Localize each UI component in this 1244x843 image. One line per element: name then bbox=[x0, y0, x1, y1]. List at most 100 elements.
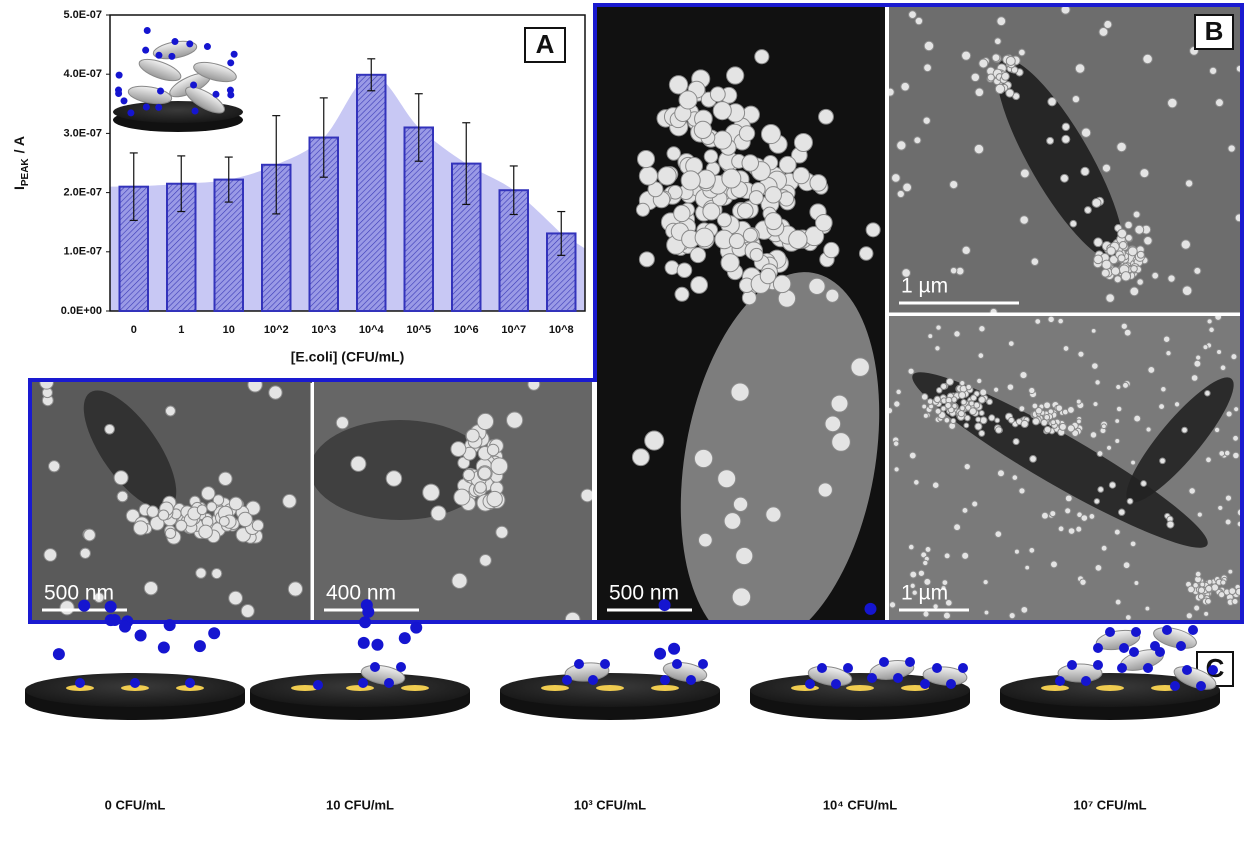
nanoparticle bbox=[199, 525, 213, 539]
nanoparticle bbox=[742, 291, 756, 305]
nanoparticle bbox=[984, 610, 989, 615]
nanoparticle bbox=[995, 531, 1002, 538]
nanoparticle bbox=[994, 38, 1001, 45]
nanoparticle bbox=[910, 571, 917, 578]
nanoparticle bbox=[1070, 220, 1077, 227]
nanoparticle bbox=[809, 278, 825, 294]
nanoparticle bbox=[1118, 255, 1125, 262]
nanoparticle bbox=[894, 467, 899, 472]
nanoparticle bbox=[130, 678, 140, 688]
nanoparticle bbox=[960, 380, 965, 385]
nanoparticle bbox=[80, 548, 90, 558]
nanoparticle bbox=[1007, 384, 1014, 391]
nanoparticle bbox=[144, 27, 151, 34]
nanoparticle bbox=[1168, 98, 1178, 108]
nanoparticle bbox=[1042, 512, 1049, 519]
nanoparticle bbox=[241, 604, 254, 617]
nanoparticle bbox=[739, 126, 754, 141]
nanoparticle bbox=[971, 73, 979, 81]
nanoparticle bbox=[454, 489, 470, 505]
nanoparticle bbox=[1203, 345, 1208, 350]
nanoparticle bbox=[908, 544, 914, 550]
nanoparticle bbox=[1214, 427, 1219, 432]
nanoparticle bbox=[1128, 247, 1137, 256]
nanoparticle bbox=[1163, 336, 1169, 342]
nanoparticle bbox=[879, 657, 889, 667]
nanoparticle bbox=[1234, 407, 1239, 412]
nanoparticle bbox=[478, 467, 491, 480]
nanoparticle bbox=[1143, 663, 1153, 673]
nanoparticle bbox=[727, 67, 744, 84]
nanoparticle bbox=[1102, 164, 1110, 172]
nanoparticle bbox=[1152, 272, 1159, 279]
nanoparticle bbox=[371, 639, 383, 651]
y-tick-label: 1.0E-07 bbox=[63, 246, 102, 258]
nanoparticle bbox=[1166, 351, 1171, 356]
nanoparticle bbox=[736, 547, 753, 564]
chart-a: 0.0E+001.0E-072.0E-073.0E-074.0E-075.0E-… bbox=[0, 0, 593, 378]
nanoparticle bbox=[1025, 565, 1030, 570]
nanoparticle bbox=[109, 614, 121, 626]
nanoparticle bbox=[909, 452, 916, 459]
nanoparticle bbox=[507, 412, 523, 428]
nanoparticle bbox=[1134, 415, 1141, 422]
scale-label: 500 nm bbox=[44, 582, 114, 605]
nanoparticle bbox=[1205, 390, 1211, 396]
nanoparticle bbox=[675, 287, 689, 301]
nanoparticle bbox=[1217, 349, 1222, 354]
y-tick-label: 3.0E-07 bbox=[63, 127, 102, 139]
nanoparticle bbox=[1204, 611, 1209, 616]
nanoparticle bbox=[84, 529, 96, 541]
nanoparticle bbox=[969, 408, 976, 415]
nanoparticle bbox=[979, 411, 984, 416]
nanoparticle bbox=[1168, 275, 1175, 282]
nanoparticle bbox=[1068, 407, 1075, 414]
nanoparticle bbox=[893, 441, 899, 447]
schematic-label: 0 CFU/mL bbox=[105, 797, 166, 812]
nanoparticle bbox=[889, 602, 895, 608]
nanoparticle bbox=[961, 400, 966, 405]
nanoparticle bbox=[1101, 269, 1109, 277]
nanoparticle bbox=[1092, 198, 1101, 207]
nanoparticle bbox=[1198, 594, 1204, 600]
nanoparticle bbox=[1205, 598, 1211, 604]
nanoparticle bbox=[1059, 423, 1066, 430]
nanoparticle bbox=[477, 413, 493, 429]
nanoparticle bbox=[1160, 458, 1166, 464]
nanoparticle bbox=[1058, 318, 1064, 324]
nanoparticle bbox=[269, 386, 282, 399]
nanoparticle bbox=[1114, 276, 1121, 283]
nanoparticle bbox=[918, 570, 924, 576]
nanoparticle bbox=[766, 507, 781, 522]
nanoparticle bbox=[1009, 612, 1015, 618]
nanoparticle bbox=[995, 418, 1000, 423]
nanoparticle bbox=[1068, 528, 1075, 535]
nanoparticle bbox=[105, 424, 115, 434]
nanoparticle bbox=[1094, 255, 1103, 264]
nanoparticle bbox=[219, 516, 229, 526]
nanoparticle bbox=[1116, 384, 1121, 389]
nanoparticle bbox=[677, 263, 692, 278]
nanoparticle bbox=[960, 406, 965, 411]
nanoparticle bbox=[1095, 564, 1102, 571]
nanoparticle bbox=[979, 59, 988, 68]
nanoparticle bbox=[699, 533, 713, 547]
nanoparticle bbox=[923, 117, 930, 124]
nanoparticle bbox=[928, 334, 933, 339]
nanoparticle bbox=[966, 384, 971, 389]
nanoparticle bbox=[810, 175, 827, 192]
nanoparticle bbox=[1119, 509, 1125, 515]
nanoparticle bbox=[1029, 387, 1035, 393]
nanoparticle bbox=[717, 213, 731, 227]
nanoparticle bbox=[1148, 366, 1155, 373]
nanoparticle bbox=[794, 133, 812, 151]
nanoparticle bbox=[1030, 456, 1037, 463]
nanoparticle bbox=[1061, 174, 1069, 182]
nanoparticle bbox=[1196, 681, 1206, 691]
nanoparticle bbox=[1020, 169, 1029, 178]
nanoparticle bbox=[826, 289, 839, 302]
schematic-label: 10⁷ CFU/mL bbox=[1073, 797, 1146, 812]
nanoparticle bbox=[738, 203, 754, 219]
nanoparticle bbox=[1012, 475, 1018, 481]
nanoparticle bbox=[386, 471, 402, 487]
